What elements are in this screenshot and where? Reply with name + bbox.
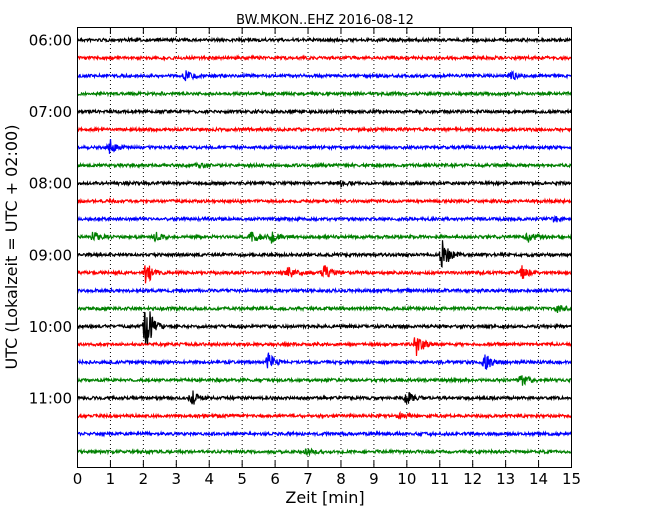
trace-0815 <box>77 197 572 205</box>
y-tick-label: 07:00 <box>29 103 72 121</box>
trace-0700 <box>76 107 572 116</box>
trace-0600 <box>76 36 573 44</box>
trace-0945 <box>76 304 572 314</box>
trace-0745 <box>76 161 573 170</box>
trace-1130 <box>76 430 573 438</box>
trace-1100 <box>76 390 573 406</box>
x-tick-label: 2 <box>139 470 149 488</box>
y-tick-label: 10:00 <box>29 318 72 336</box>
x-tick-label: 9 <box>369 470 379 488</box>
x-axis-label: Zeit [min] <box>285 488 364 507</box>
x-tick-label: 14 <box>529 470 548 488</box>
trace-0845 <box>77 231 573 244</box>
trace-1145 <box>77 447 573 457</box>
trace-1030 <box>76 352 573 370</box>
trace-1015 <box>76 337 573 357</box>
trace-0830 <box>77 214 573 223</box>
y-tick-label: 06:00 <box>29 32 72 50</box>
trace-1045 <box>77 375 572 386</box>
x-tick-label: 10 <box>397 470 416 488</box>
x-tick-label: 15 <box>562 470 581 488</box>
x-tick-label: 11 <box>430 470 449 488</box>
y-axis-label: UTC (Lokalzeit = UTC + 02:00) <box>2 125 21 370</box>
trace-0800 <box>76 179 572 188</box>
trace-0900 <box>77 240 573 268</box>
trace-0645 <box>77 89 573 98</box>
x-tick-label: 5 <box>237 470 247 488</box>
x-tick-label: 12 <box>463 470 482 488</box>
plot-frame <box>77 27 572 468</box>
y-tick-label: 09:00 <box>29 246 72 264</box>
x-tick-label: 4 <box>204 470 214 488</box>
x-tick-label: 1 <box>106 470 116 488</box>
x-tick-label: 7 <box>303 470 313 488</box>
trace-0630 <box>77 70 573 82</box>
trace-0915 <box>77 265 572 284</box>
trace-1115 <box>77 410 573 421</box>
x-tick-label: 3 <box>172 470 182 488</box>
x-tick-label: 13 <box>496 470 515 488</box>
trace-0930 <box>76 286 573 295</box>
trace-0730 <box>76 138 573 154</box>
axis-ticks: 0 1 2 3 4 5 6 7 8 9 10 11 12 13 14 1506:0007:0008:0009:… <box>29 28 581 488</box>
y-tick-label: 11:00 <box>29 390 72 408</box>
x-tick-label: 8 <box>336 470 346 488</box>
x-tick-label: 0 <box>73 470 83 488</box>
x-tick-label: 6 <box>270 470 280 488</box>
y-tick-label: 08:00 <box>29 175 72 193</box>
trace-series <box>76 36 573 457</box>
chart-title: BW.MKON..EHZ 2016-08-12 <box>236 13 414 28</box>
trace-1000 <box>77 311 573 345</box>
trace-0615 <box>77 54 573 62</box>
trace-0715 <box>76 125 572 134</box>
